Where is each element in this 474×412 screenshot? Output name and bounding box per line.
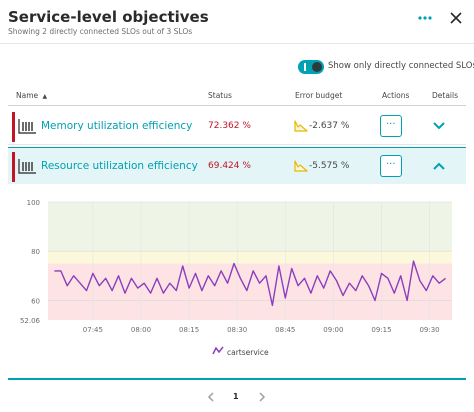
chart-zone-warning — [48, 251, 452, 264]
y-tick-label: 100 — [27, 199, 40, 207]
failure-indicator — [12, 112, 15, 142]
error-budget-icon — [294, 120, 308, 132]
toggle-label: Show only directly connected SLOs — [328, 61, 474, 71]
current-page-number[interactable]: 1 — [233, 392, 239, 401]
error-budget-icon — [294, 160, 308, 172]
directly-connected-filter: Show only directly connected SLOs — [298, 58, 474, 76]
toggle-knob — [312, 62, 322, 72]
slo-name-link[interactable]: Memory utilization efficiency — [41, 120, 193, 132]
slo-chart: 100 80 60 52.06 07:45 08:00 08:15 08:30 08:45 09:… — [20, 199, 452, 334]
close-icon[interactable] — [448, 10, 464, 26]
slo-status: 72.362 % — [208, 121, 251, 131]
chevron-up-icon[interactable] — [432, 160, 446, 172]
table-header-divider — [8, 105, 466, 106]
actions-button-label: ··· — [386, 159, 396, 170]
chart-zone-good — [48, 202, 452, 252]
x-tick-label: 09:30 — [419, 326, 439, 334]
x-tick-label: 07:45 — [83, 326, 103, 334]
column-name-label: Name — [16, 91, 39, 100]
chevron-right-icon[interactable] — [257, 392, 267, 402]
legend-series-label: cartservice — [227, 348, 269, 357]
legend-series-icon — [212, 346, 224, 355]
column-header-error-budget: Error budget — [295, 91, 343, 100]
chart-zone-bad — [48, 263, 452, 320]
column-header-details: Details — [432, 91, 459, 100]
direct-slo-toggle[interactable] — [298, 60, 324, 74]
error-budget-value: -5.575 % — [309, 161, 350, 171]
slo-name-link[interactable]: Resource utilization efficiency — [41, 160, 198, 172]
actions-button-label: ··· — [386, 119, 396, 130]
y-tick-label: 60 — [31, 297, 40, 305]
slo-icon — [18, 119, 36, 134]
column-header-status: Status — [208, 91, 232, 100]
table-row: Memory utilization efficiency 72.362 % -… — [8, 108, 466, 145]
table-row: Resource utilization efficiency 69.424 %… — [8, 147, 466, 184]
slo-status: 69.424 % — [208, 161, 251, 171]
x-tick-label: 08:15 — [179, 326, 199, 334]
x-tick-label: 08:45 — [275, 326, 295, 334]
actions-button[interactable]: ··· — [380, 155, 402, 177]
panel-title: Service-level objectives — [8, 8, 209, 26]
panel-header: Service-level objectives Showing 2 direc… — [0, 0, 474, 44]
y-tick-label: 52.06 — [20, 317, 41, 325]
error-budget-value: -2.637 % — [309, 121, 350, 131]
panel-subtitle: Showing 2 directly connected SLOs out of… — [8, 27, 193, 36]
x-tick-label: 09:15 — [371, 326, 391, 334]
chevron-down-icon[interactable] — [432, 120, 446, 132]
toggle-on-mark — [304, 63, 306, 71]
x-tick-label: 08:00 — [131, 326, 151, 334]
x-tick-label: 08:30 — [227, 326, 247, 334]
chevron-left-icon[interactable] — [206, 392, 216, 402]
series-line-cartservice — [54, 260, 447, 307]
sort-ascending-icon: ▲ — [42, 93, 48, 100]
chart-bottom-divider — [8, 378, 466, 380]
column-header-actions: Actions — [382, 91, 410, 100]
y-tick-label: 80 — [31, 248, 40, 256]
actions-button[interactable]: ··· — [380, 115, 402, 137]
failure-indicator — [12, 152, 15, 182]
slo-icon — [18, 159, 36, 174]
x-tick-label: 09:00 — [323, 326, 343, 334]
more-horizontal-icon[interactable] — [416, 10, 434, 26]
column-header-name[interactable]: Name ▲ — [16, 91, 47, 100]
